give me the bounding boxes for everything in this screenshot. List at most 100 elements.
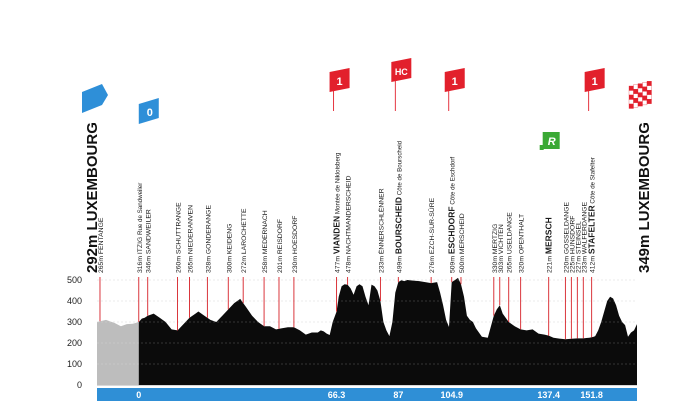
place-altitude: 201m (277, 254, 284, 273)
place-altitude: 221m (547, 254, 554, 273)
place-label: 276m EZCH-SUR-SÛRE (427, 197, 436, 273)
place-altitude: 477m (335, 254, 342, 273)
place-label: 349m LUXEMBOURG (636, 122, 653, 273)
place-name: REISDORF (277, 219, 284, 254)
place-label: 328m GONDERANGE (205, 205, 212, 273)
y-tick-label: 300 (67, 317, 82, 327)
finish-flag-square (628, 99, 634, 105)
place-label: 478m NACHTMANDERSCHEID (346, 175, 353, 273)
climb-badge-label: 1 (452, 76, 458, 88)
place-altitude: 320m (519, 254, 526, 273)
place-name: MEDERNACH (262, 210, 269, 254)
place-altitude: 292m (84, 230, 101, 273)
place-label: 265m USELDANGE (507, 212, 514, 273)
finish-flag-square (637, 96, 643, 102)
finish-flag-square (642, 91, 648, 97)
y-tick-label: 200 (67, 338, 82, 348)
place-altitude: 499m (396, 254, 403, 273)
finish-flag-square (637, 83, 643, 89)
place-label: 265m NIEDERANVEN (187, 205, 194, 273)
place-label: 300m KEIDENG (226, 224, 233, 273)
finish-flag-square (628, 94, 634, 100)
y-tick-label: 0 (77, 380, 82, 390)
climb-badge-shape (329, 68, 350, 92)
finish-flag-square (637, 92, 643, 98)
climb-badge-shape (444, 68, 465, 92)
finish-flag (628, 81, 652, 109)
y-axis: 0 100 200 300 400 500 (67, 275, 82, 390)
place-name: HOESDORF (292, 216, 299, 255)
finish-flag-square (633, 89, 639, 94)
place-label: 316m ITZIG Rue de Sandweiler (137, 183, 144, 273)
place-label: 233m WALFERDANGE (581, 201, 588, 273)
neutral-zone-profile (97, 319, 139, 385)
place-label: 509m ESCHDORF Côte de Eschdorf (447, 157, 457, 273)
place-altitude: 260m (176, 254, 183, 273)
place-name: VIANDEN (332, 216, 342, 254)
finish-flag-square (628, 103, 634, 109)
place-name: LUXEMBOURG (636, 122, 653, 230)
climb-badge-shape (391, 58, 412, 82)
place-label: 220m GOSSELDANGE (563, 202, 570, 273)
race-profile (138, 277, 637, 385)
place-altitude: 412m (590, 254, 597, 273)
place-label: 260m SCHUTTRANGE (176, 202, 183, 273)
elevation-profile (97, 277, 637, 385)
finish-flag-square (642, 100, 648, 106)
place-label: 320m OPENTHALT (519, 214, 526, 273)
place-altitude: 346m (146, 254, 153, 273)
place-altitude: 316m (137, 254, 144, 273)
place-altitude: 230m (292, 254, 299, 273)
finish-flag-square (646, 99, 652, 104)
place-name: VICHTEN (498, 224, 505, 254)
place-altitude: 478m (346, 254, 353, 273)
climb-badge-label: HC (395, 67, 408, 77)
place-name: STAFELTER (587, 205, 597, 254)
place-altitude: 349m (636, 230, 653, 273)
place-label: 230m HOESDORF (292, 216, 299, 273)
place-label: 258m MEDERNACH (262, 210, 269, 273)
km-label: 104.9 (440, 390, 463, 400)
place-name: ITZIG (137, 237, 144, 254)
climb-badge: HC (391, 58, 412, 82)
sprint-shape (542, 132, 560, 149)
place-label: 225m HUNSDORF (569, 216, 576, 273)
km-bar (97, 388, 637, 401)
place-label: 233m ËNNERSCHLËNNER (377, 188, 385, 273)
place-label: 477m VIANDEN Montée de Nikloisberg (332, 152, 342, 273)
km-label: 66.3 (328, 390, 346, 400)
finish-flag-square (633, 84, 639, 90)
place-name: MERSCHEID (459, 213, 466, 254)
place-name: NIEDERANVEN (187, 205, 194, 254)
place-altitude: 227m (575, 254, 582, 273)
place-label: 500m MERSCHEID (459, 213, 466, 273)
km-axis-bar: 0 66.3 87 104.9 137.4 151.8 (97, 388, 637, 401)
place-altitude: 258m (262, 254, 269, 273)
start-flag: 0 km (138, 98, 159, 131)
climb-badge: 1 (584, 68, 605, 92)
climb-badge: 1 (444, 68, 465, 92)
sprint-shape-tail (539, 145, 544, 150)
place-label: 221m MERSCH (544, 217, 554, 273)
neutral-start-flag (82, 84, 108, 113)
km-label: 87 (393, 390, 403, 400)
place-label: 227m STEINSEL (575, 221, 582, 273)
place-label: 330m MERTZIG (492, 224, 499, 273)
place-altitude: 276m (429, 254, 436, 273)
place-sub: Rue de Sandweiler (137, 183, 144, 237)
climb-badge-label: 1 (337, 76, 343, 88)
finish-flag-square (646, 85, 652, 91)
place-name: ËNNERSCHLËNNER (377, 188, 385, 254)
place-name: BOURSCHEID (393, 197, 403, 254)
place-sub: Côte de Bourscheid (396, 140, 403, 197)
place-sub: Côte de Eschdorf (450, 157, 457, 207)
climb-badge: 1 (329, 68, 350, 92)
place-name: STEINSEL (575, 221, 582, 254)
place-name: LUXEMBOURG (84, 122, 101, 230)
place-label: 412m STAFELTER Côte de Stafelter (587, 157, 597, 273)
place-name: GONDERANGE (205, 205, 212, 255)
climb-badge-shape (584, 68, 605, 92)
place-sub: Montée de Nikloisberg (335, 152, 342, 216)
place-label: 201m REISDORF (277, 219, 284, 273)
finish-flag-square (637, 87, 643, 93)
